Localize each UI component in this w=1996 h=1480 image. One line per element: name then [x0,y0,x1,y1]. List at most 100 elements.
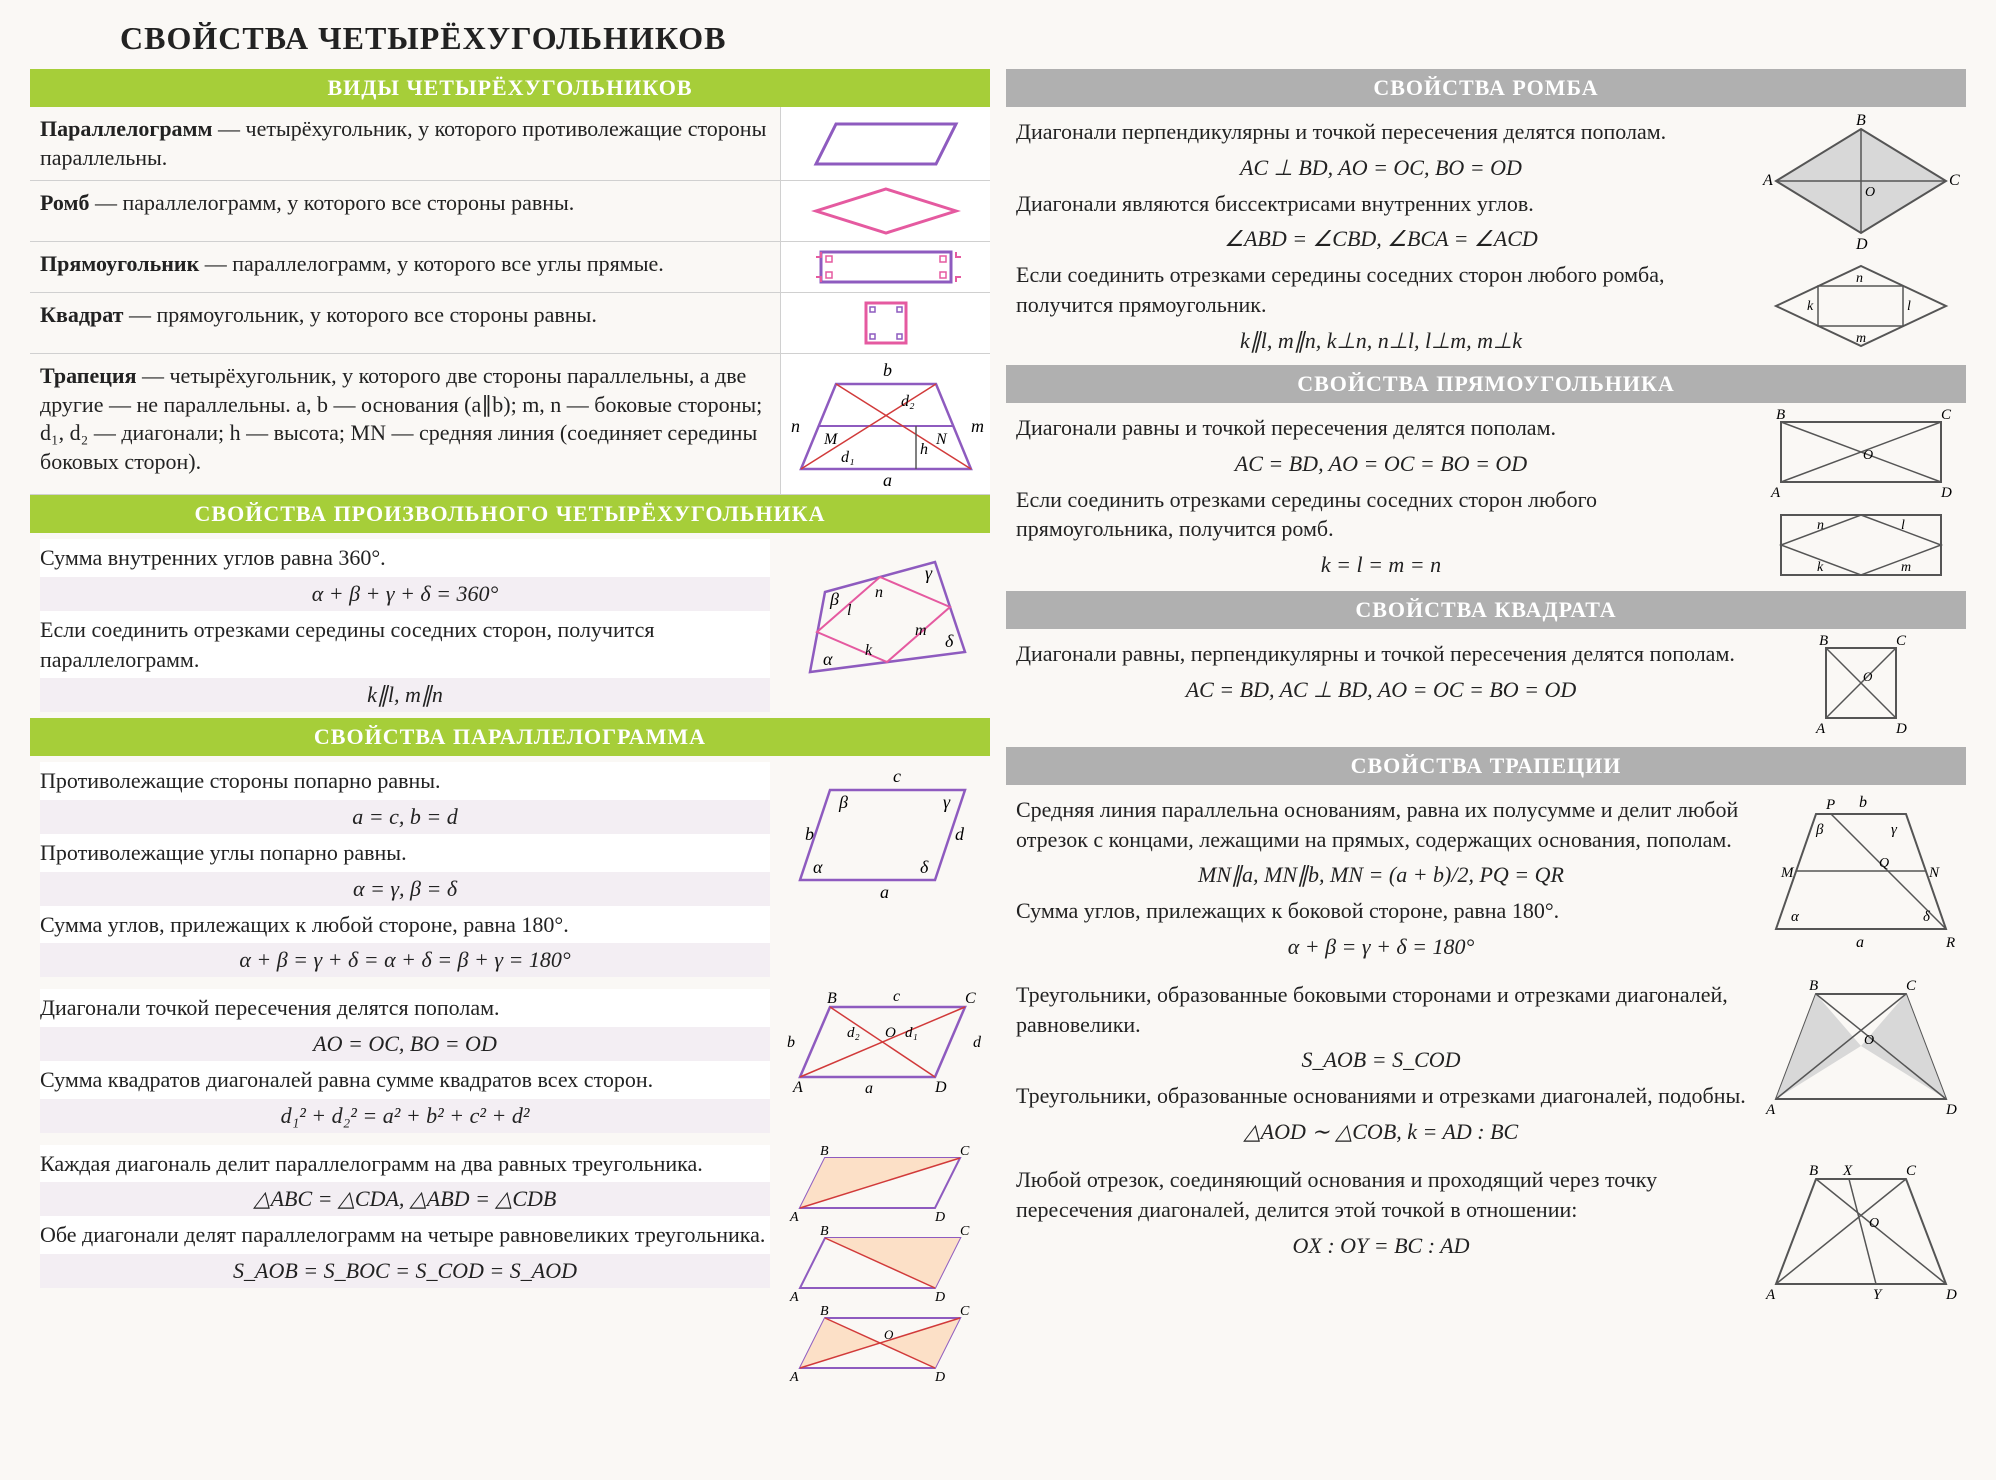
def-rectangle-text: — параллелограмм, у которого все углы пр… [199,251,664,276]
pp-f7: S_AOB = S_BOC = S_COD = S_AOD [40,1254,770,1288]
svg-text:l: l [847,602,852,619]
svg-text:B: B [1856,112,1866,129]
pp-p4: Диагонали точкой пересечения делятся поп… [40,989,770,1027]
def-rhombus: Ромб — параллелограмм, у которого все ст… [30,181,990,242]
svg-text:a: a [883,470,892,490]
rh-f3: k∥l, m∥n, k⊥n, n⊥l, l⊥m, m⊥k [1016,324,1746,358]
rh-f1: AC ⊥ BD, AO = OC, BO = OD [1016,151,1746,185]
svg-text:D: D [1855,236,1868,253]
page-title: СВОЙСТВА ЧЕТЫРЁХУГОЛЬНИКОВ [30,20,1966,57]
pp-p2: Противолежащие углы попарно равны. [40,834,770,872]
fig-trap-2: BC AD O [1756,970,1966,1155]
header-arbitrary: СВОЙСТВА ПРОИЗВОЛЬНОГО ЧЕТЫРЁХУГОЛЬНИКА [30,495,990,533]
fig-pp3: BC AD BC AD [780,1139,990,1387]
svg-text:m: m [1901,560,1911,575]
svg-text:A: A [1815,721,1826,737]
svg-text:D: D [934,1210,945,1225]
fig-trapezoid: b a n m M N d₂ d₁ h [780,354,990,494]
def-trapezoid-text: — четырёхугольник, у которого две сторо­… [40,363,762,474]
svg-text:n: n [1817,518,1824,533]
def-square-text: — прямоугольник, у которого все стороны … [123,302,596,327]
svg-text:R: R [1945,935,1955,951]
fig-trap-3: BXC AYD O [1756,1155,1966,1313]
svg-text:N: N [935,431,948,448]
pp-p5: Сумма квадратов диагоналей равна сумме к… [40,1061,770,1099]
svg-text:B: B [820,1304,829,1319]
trap-body-3: Любой отрезок, соединяющий основания и п… [1006,1155,1966,1313]
svg-text:m: m [915,622,927,639]
tp-f1: MN∥a, MN∥b, MN = (a + b)/2, PQ = QR [1016,858,1746,892]
fig-pp1: ca bd βγ αδ [780,756,990,983]
rc-p2: Если соединить отрезками середины соседн… [1016,481,1746,548]
svg-text:Y: Y [1873,1287,1883,1303]
svg-text:C: C [1906,978,1917,994]
svg-text:k: k [1817,560,1824,575]
svg-text:γ: γ [925,563,933,583]
svg-text:D: D [934,1370,945,1383]
svg-text:β: β [838,792,848,812]
svg-text:k: k [865,642,873,659]
svg-text:n: n [791,416,800,436]
def-rectangle: Прямоугольник — параллелограмм, у которо… [30,242,990,293]
pp-f4: AO = OC, BO = OD [40,1027,770,1061]
svg-text:δ: δ [945,631,954,651]
header-rhombus-props: СВОЙСТВА РОМБА [1006,69,1966,107]
svg-text:D: D [1895,721,1907,737]
fig-pp2: BC AD O d₂d₁ bd ca [780,983,990,1138]
tp-f3: S_AOB = S_COD [1016,1043,1746,1077]
svg-text:l: l [1901,518,1905,533]
svg-text:δ: δ [1923,909,1931,925]
svg-text:d₁: d₁ [841,449,855,466]
name-rhombus: Ромб [40,190,89,215]
svg-text:C: C [960,1224,970,1239]
svg-text:Q: Q [1879,856,1889,871]
name-parallelogram: Параллелограмм [40,116,213,141]
svg-text:M: M [823,431,839,448]
rectangle-body: Диагонали равны и точкой пересечения дел… [1006,403,1966,591]
svg-text:d: d [973,1034,982,1051]
svg-text:α: α [1791,909,1800,925]
svg-text:a: a [865,1080,873,1097]
rh-p1: Диагонали перпендикулярны и точкой перес… [1016,113,1746,151]
svg-text:δ: δ [920,857,929,877]
fig-arbitrary: βγ δα nl km [780,533,990,718]
def-square: Квадрат — прямоугольник, у которого все … [30,293,990,354]
svg-text:A: A [1770,485,1781,501]
svg-text:n: n [875,584,883,601]
tp-p5: Любой отрезок, соединяющий основания и п… [1016,1161,1746,1228]
svg-text:m: m [1856,331,1866,346]
svg-text:C: C [1941,407,1952,423]
svg-text:D: D [1945,1287,1957,1303]
svg-text:b: b [787,1034,795,1051]
fig-parallelogram [780,107,990,180]
rh-f2: ∠ABD = ∠CBD, ∠BCA = ∠ACD [1016,222,1746,256]
svg-text:O: O [885,1025,896,1041]
svg-text:n: n [1856,271,1863,286]
sq-f1: AC = BD, AC ⊥ BD, AO = OC = BO = OD [1016,673,1746,707]
svg-text:b: b [883,360,892,380]
svg-text:M: M [1780,865,1795,881]
left-column: ВИДЫ ЧЕТЫРЁХУГОЛЬНИКОВ Параллелограмм — … [30,69,990,1387]
svg-text:D: D [1945,1102,1957,1118]
header-types: ВИДЫ ЧЕТЫРЁХУГОЛЬНИКОВ [30,69,990,107]
fig-trap-1: Pb MN Q βγ αδ aR [1756,785,1966,970]
fig-rhombus [780,181,990,241]
rc-p1: Диагонали равны и точкой пересечения дел… [1016,409,1746,447]
svg-text:m: m [971,416,984,436]
svg-text:A: A [789,1210,799,1225]
arb-p1: Сумма внутренних углов равна 360°. [40,539,770,577]
tp-p1: Средняя линия параллельна основаниям, ра… [1016,791,1746,858]
svg-text:B: B [1809,978,1818,994]
header-rectangle-props: СВОЙСТВА ПРЯМОУГОЛЬНИКА [1006,365,1966,403]
svg-text:β: β [1815,822,1824,838]
trap-body-1: Средняя линия параллельна основаниям, ра… [1006,785,1966,970]
svg-text:A: A [792,1079,803,1096]
svg-text:A: A [789,1290,799,1305]
svg-text:C: C [965,990,976,1007]
svg-text:β: β [829,589,839,609]
svg-text:D: D [934,1290,945,1305]
svg-text:A: A [1765,1287,1776,1303]
header-parallelogram-props: СВОЙСТВА ПАРАЛЛЕЛОГРАММА [30,718,990,756]
square-body: Диагонали равны, перпендикулярны и точко… [1006,629,1966,747]
svg-text:γ: γ [1891,822,1898,838]
